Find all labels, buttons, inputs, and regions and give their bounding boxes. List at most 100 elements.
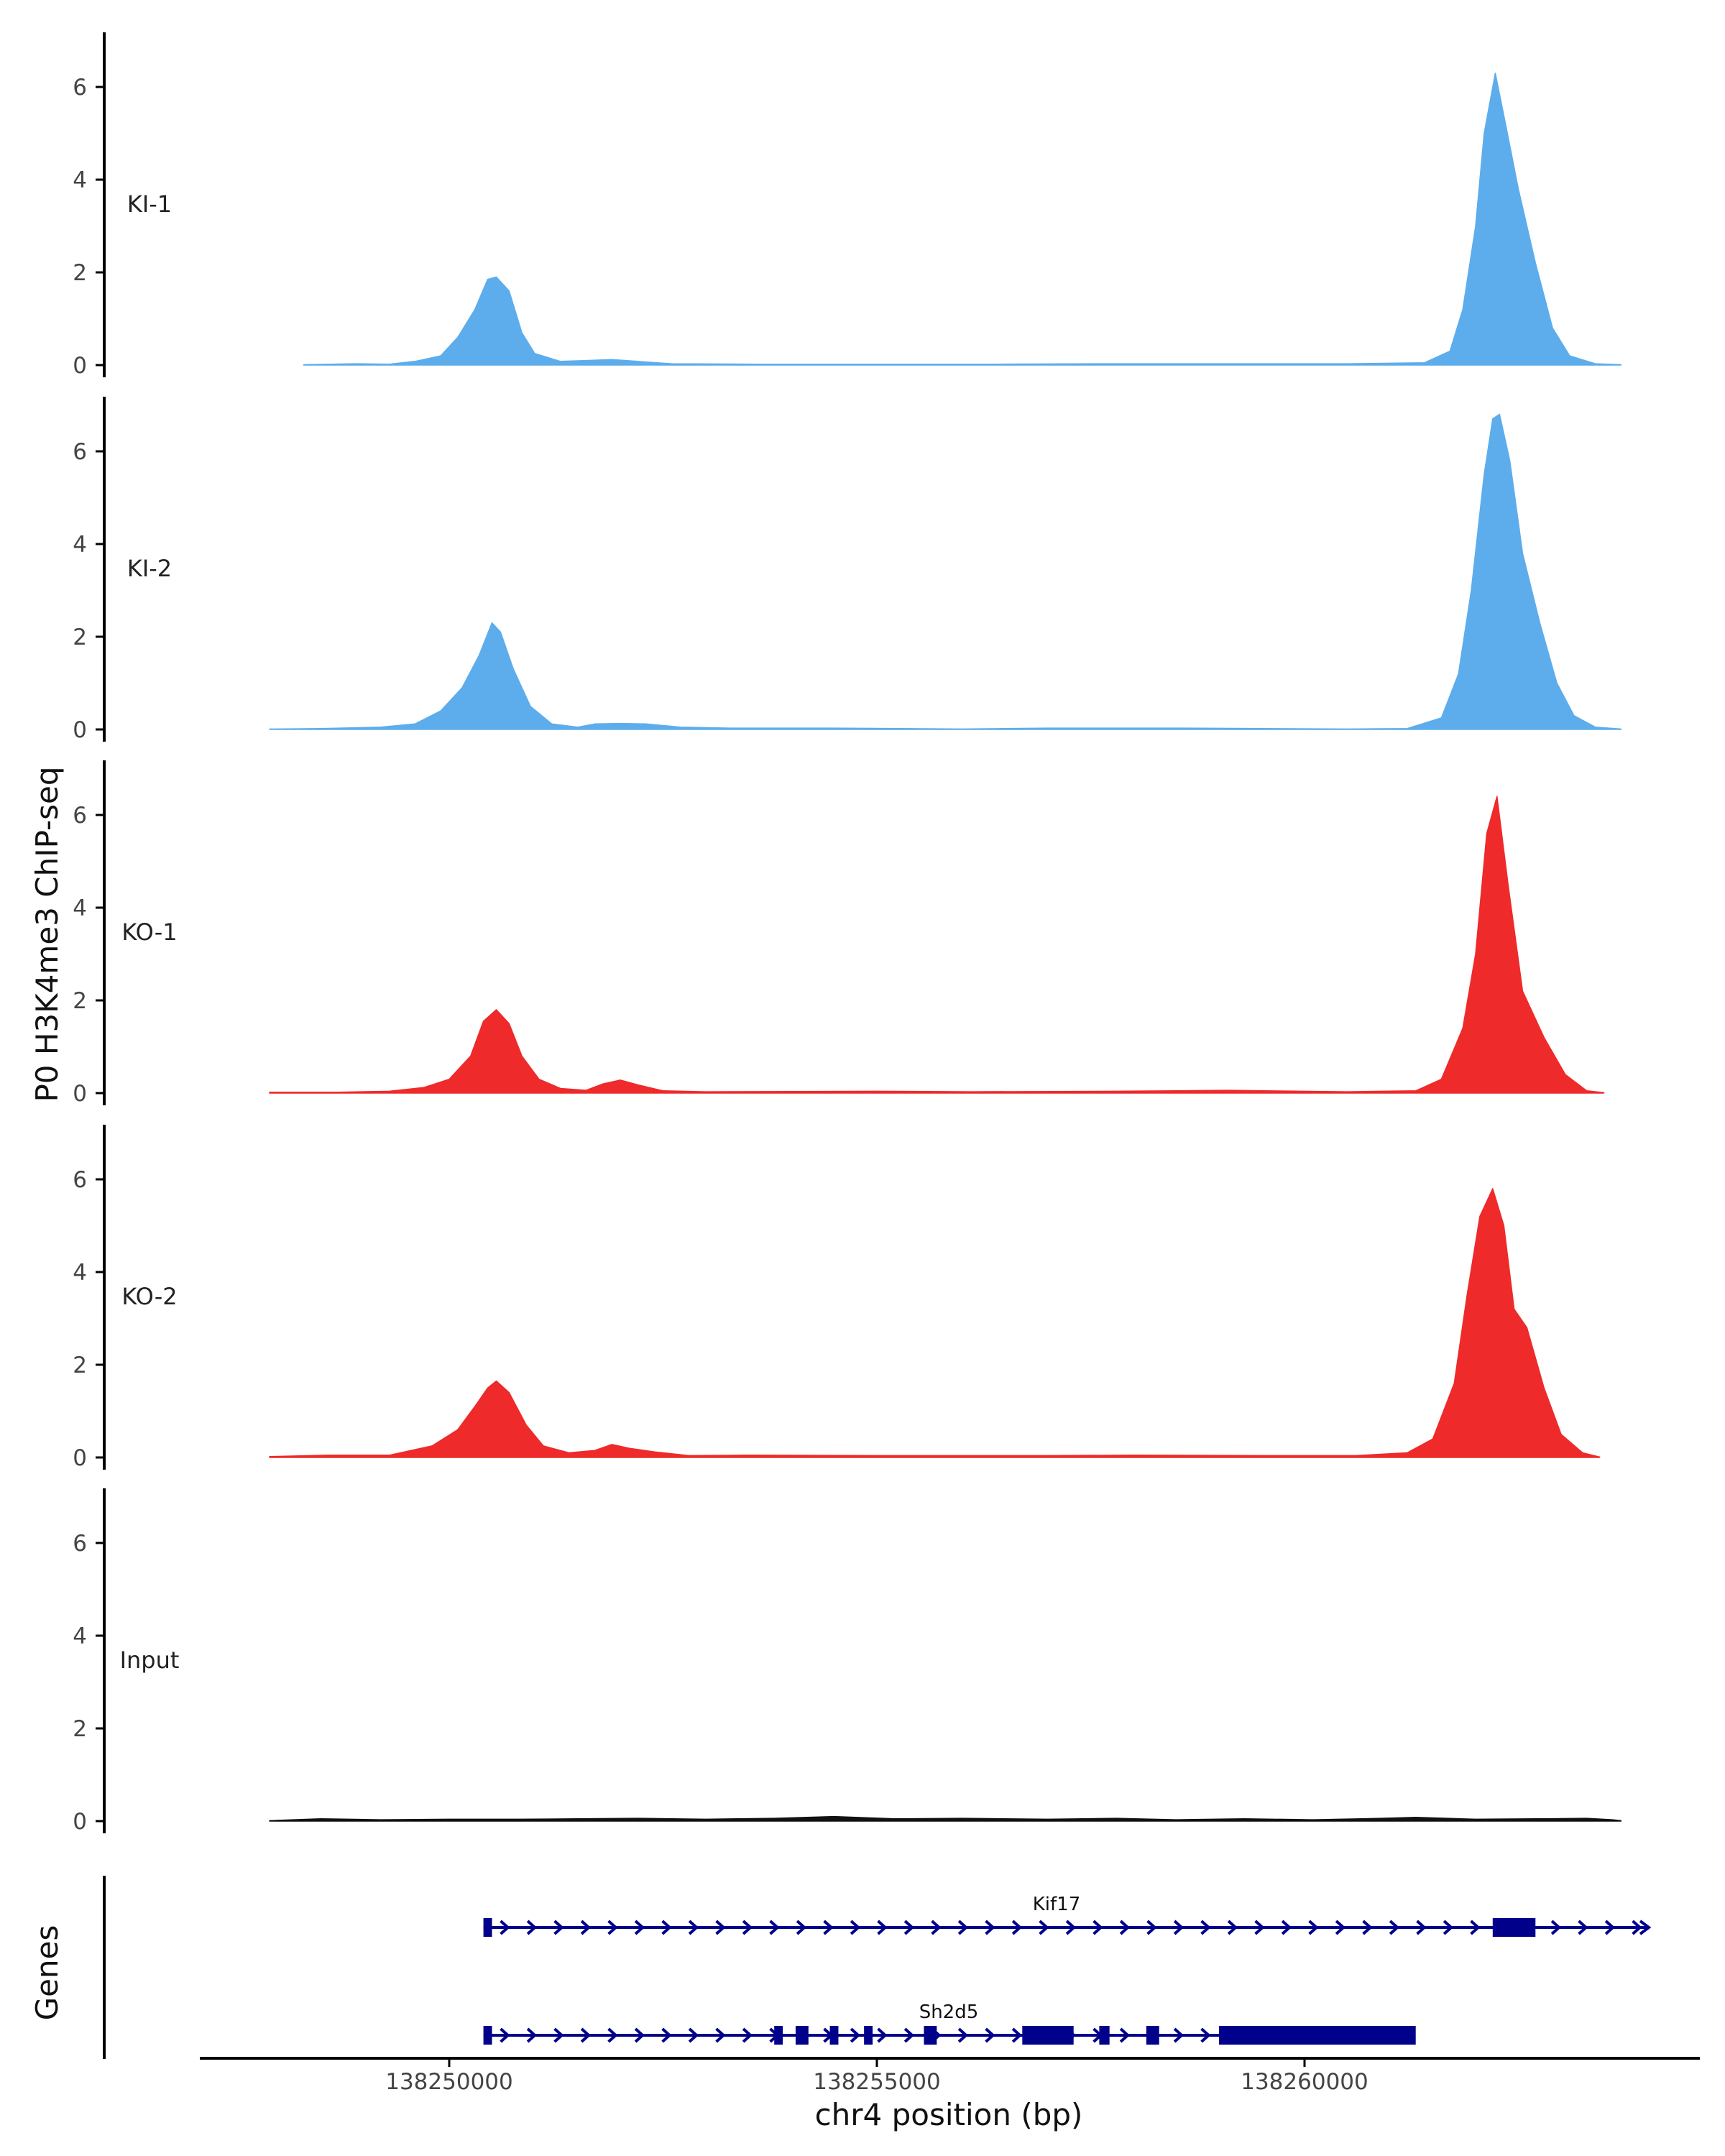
strand-arrow bbox=[715, 2027, 726, 2043]
strand-arrow bbox=[1416, 1920, 1427, 1935]
strand-arrow bbox=[607, 1920, 618, 1935]
exon bbox=[1099, 2026, 1110, 2045]
y-tick-label: 4 bbox=[73, 532, 87, 558]
track-ki-1: 0 2 4 6 KI-1 bbox=[73, 32, 1622, 379]
gene-kif17: Kif17 bbox=[483, 1894, 1652, 1937]
strand-arrow bbox=[688, 1920, 699, 1935]
y-tick-label: 0 bbox=[73, 1809, 87, 1835]
strand-arrow bbox=[1639, 1920, 1652, 1935]
strand-arrow bbox=[823, 1920, 834, 1935]
x-axis-title: chr4 position (bp) bbox=[815, 2097, 1083, 2132]
strand-arrow bbox=[1173, 2027, 1184, 2043]
strand-arrow bbox=[1281, 1920, 1292, 1935]
exon bbox=[924, 2026, 937, 2045]
gene-label: Sh2d5 bbox=[919, 2001, 979, 2023]
exon bbox=[829, 2026, 839, 2045]
strand-arrow bbox=[1578, 1920, 1588, 1935]
strand-arrow bbox=[634, 1920, 645, 1935]
strand-arrow bbox=[1470, 1920, 1481, 1935]
track-input: 0 2 4 6 Input bbox=[73, 1488, 1622, 1835]
y-tick-label: 0 bbox=[73, 1081, 87, 1107]
exon bbox=[483, 2026, 492, 2045]
strand-arrow bbox=[903, 1920, 915, 1935]
strand-arrow bbox=[553, 2027, 564, 2043]
y-tick-label: 6 bbox=[73, 439, 87, 465]
track-label: KI-2 bbox=[127, 555, 172, 582]
exon bbox=[795, 2026, 809, 2045]
coverage-area bbox=[303, 72, 1622, 366]
strand-arrow bbox=[1227, 1920, 1238, 1935]
y-tick-label: 0 bbox=[73, 353, 87, 379]
strand-arrow bbox=[877, 1920, 888, 1935]
y-tick-label: 6 bbox=[73, 75, 87, 101]
y-tick-label: 6 bbox=[73, 803, 87, 829]
strand-arrow bbox=[1335, 1920, 1346, 1935]
gene-annotation-track: Kif17 Sh2d5 bbox=[103, 1876, 1652, 2059]
y-tick-label: 6 bbox=[73, 1531, 87, 1557]
coverage-area bbox=[269, 1188, 1601, 1458]
y-tick-label: 0 bbox=[73, 1445, 87, 1471]
exon bbox=[483, 1918, 492, 1937]
y-tick-label: 4 bbox=[73, 895, 87, 921]
x-axis: 138250000 138255000 138260000 bbox=[200, 2057, 1700, 2095]
strand-arrow bbox=[661, 2027, 672, 2043]
strand-arrow bbox=[1308, 1920, 1319, 1935]
strand-arrow bbox=[1200, 1920, 1211, 1935]
strand-arrow bbox=[1173, 1920, 1184, 1935]
genes-axis-title: Genes bbox=[29, 1925, 65, 2021]
x-tick-label: 138250000 bbox=[385, 2069, 513, 2095]
strand-arrow bbox=[1604, 1920, 1616, 1935]
strand-arrow bbox=[957, 1920, 969, 1935]
strand-arrow bbox=[1443, 1920, 1454, 1935]
strand-arrow bbox=[877, 2027, 888, 2043]
exon bbox=[1492, 1918, 1536, 1937]
y-tick-label: 2 bbox=[73, 988, 87, 1014]
y-axis-title: P0 H3K4me3 ChIP-seq bbox=[29, 766, 65, 1102]
y-tick-label: 2 bbox=[73, 625, 87, 650]
strand-arrow bbox=[715, 1920, 726, 1935]
strand-arrow bbox=[742, 2027, 753, 2043]
strand-arrow bbox=[931, 1920, 942, 1935]
track-ko-2: 0 2 4 6 KO-2 bbox=[73, 1125, 1601, 1471]
gene-sh2d5: Sh2d5 bbox=[483, 2001, 1416, 2045]
track-ki-2: 0 2 4 6 KI-2 bbox=[73, 397, 1622, 743]
strand-arrow bbox=[985, 2027, 995, 2043]
y-tick-label: 2 bbox=[73, 1716, 87, 1742]
strand-arrow bbox=[500, 2027, 510, 2043]
y-tick-label: 4 bbox=[73, 167, 87, 193]
coverage-tracks: 0 2 4 6 KI-1 0 2 4 6 KI-2 0 2 4 6 KO-1 0 2 4 6 KO-2 0 2 4 6 Inpu… bbox=[73, 32, 1622, 1835]
coverage-area bbox=[269, 796, 1605, 1094]
strand-arrow bbox=[796, 1920, 807, 1935]
strand-arrow bbox=[500, 1920, 510, 1935]
strand-arrow bbox=[526, 1920, 538, 1935]
x-tick-label: 138255000 bbox=[813, 2069, 941, 2095]
strand-arrow bbox=[1254, 1920, 1265, 1935]
strand-arrow bbox=[1146, 1920, 1157, 1935]
strand-arrow bbox=[1119, 1920, 1131, 1935]
x-tick-label: 138260000 bbox=[1241, 2069, 1368, 2095]
strand-arrow bbox=[850, 2027, 861, 2043]
strand-arrow bbox=[742, 1920, 753, 1935]
strand-arrow bbox=[1011, 2027, 1023, 2043]
gene-label: Kif17 bbox=[1033, 1894, 1081, 1915]
strand-arrow bbox=[1389, 1920, 1400, 1935]
y-tick-label: 4 bbox=[73, 1623, 87, 1649]
strand-arrow bbox=[1632, 1920, 1642, 1935]
strand-arrow bbox=[553, 1920, 564, 1935]
strand-arrow bbox=[985, 1920, 995, 1935]
y-tick-label: 6 bbox=[73, 1167, 87, 1193]
strand-arrow bbox=[1200, 2027, 1211, 2043]
track-ko-1: 0 2 4 6 KO-1 bbox=[73, 760, 1605, 1107]
y-tick-label: 2 bbox=[73, 1353, 87, 1378]
strand-arrow bbox=[607, 2027, 618, 2043]
strand-arrow bbox=[634, 2027, 645, 2043]
strand-arrow bbox=[688, 2027, 699, 2043]
exon bbox=[864, 2026, 873, 2045]
strand-arrow bbox=[1065, 1920, 1077, 1935]
strand-arrow bbox=[1011, 1920, 1023, 1935]
strand-arrow bbox=[1092, 1920, 1103, 1935]
exon bbox=[1022, 2026, 1074, 2045]
track-label: KO-2 bbox=[121, 1283, 177, 1310]
strand-arrow bbox=[580, 2027, 592, 2043]
